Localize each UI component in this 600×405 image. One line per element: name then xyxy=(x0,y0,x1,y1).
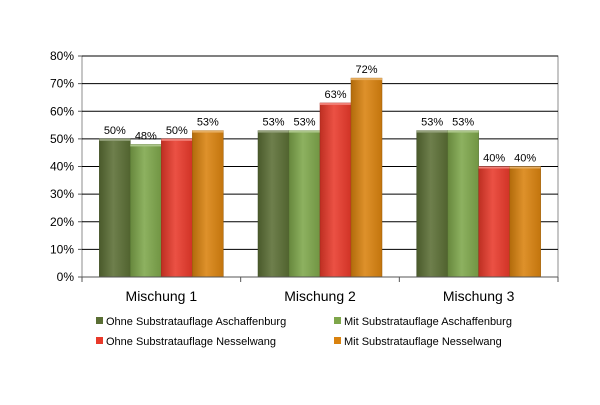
bar-highlight xyxy=(258,130,289,133)
bar xyxy=(319,102,352,278)
bar-highlight xyxy=(416,130,448,133)
legend-swatch xyxy=(334,317,341,324)
data-label: 50% xyxy=(166,125,188,137)
legend-swatch xyxy=(96,317,103,324)
bar-highlight xyxy=(161,138,193,141)
bar-highlight xyxy=(130,144,162,147)
y-tick-label: 40% xyxy=(50,160,74,174)
bar xyxy=(130,144,162,278)
y-tick-label: 10% xyxy=(50,242,74,256)
legend-label: Ohne Substratauflage Aschaffenburg xyxy=(106,316,286,328)
legend: Ohne Substratauflage Aschaffenburg Mit Su… xyxy=(96,316,512,348)
y-tick-label: 30% xyxy=(50,187,74,201)
x-tick-label: Mischung 2 xyxy=(284,288,356,304)
legend-item: Ohne Substratauflage Aschaffenburg xyxy=(96,316,286,328)
legend-item: Ohne Substratauflage Nesselwang xyxy=(96,336,276,348)
data-label: 40% xyxy=(514,153,536,165)
bar xyxy=(257,130,290,278)
data-label: 53% xyxy=(293,117,315,129)
bar-highlight xyxy=(99,138,131,141)
bar-layer xyxy=(99,77,541,278)
bar xyxy=(447,130,479,278)
bar-highlight xyxy=(289,130,320,133)
data-label: 63% xyxy=(324,89,346,101)
data-label: 53% xyxy=(262,117,284,129)
bar xyxy=(478,166,510,278)
bar-highlight xyxy=(351,78,382,81)
legend-item: Mit Substratauflage Nesselwang xyxy=(334,336,502,348)
bar-highlight xyxy=(478,166,510,169)
y-tick-label: 70% xyxy=(50,77,74,91)
bar xyxy=(416,130,448,278)
bar-highlight xyxy=(509,166,541,169)
data-label: 50% xyxy=(104,125,126,137)
legend-label: Mit Substratauflage Nesselwang xyxy=(344,336,502,348)
legend-swatch xyxy=(334,337,341,344)
legend-label: Ohne Substratauflage Nesselwang xyxy=(106,336,276,348)
data-label: 48% xyxy=(135,130,157,142)
label-layer: 50% 48% 50% 53% 53% 53% 63% 72% 53% 53% 40% 40% xyxy=(104,64,537,164)
legend-label: Mit Substratauflage Aschaffenburg xyxy=(344,316,512,328)
bar xyxy=(350,77,383,278)
y-tick-label: 0% xyxy=(57,270,75,284)
data-label: 40% xyxy=(483,153,505,165)
y-tick-label: 50% xyxy=(50,132,74,146)
bar-highlight xyxy=(320,102,351,105)
data-label: 72% xyxy=(355,64,377,76)
data-label: 53% xyxy=(421,117,443,129)
data-label: 53% xyxy=(452,117,474,129)
bar-highlight xyxy=(192,130,224,133)
bar-highlight xyxy=(447,130,479,133)
x-tick-label: Mischung 3 xyxy=(443,288,515,304)
y-tick-label: 60% xyxy=(50,104,74,118)
y-tick-label: 80% xyxy=(50,49,74,63)
bar xyxy=(288,130,321,278)
data-label: 53% xyxy=(197,117,219,129)
bar xyxy=(192,130,224,278)
axis-layer: 0% 10% 20% 30% 40% 50% 60% 70% 80% Mischung 1 Misc… xyxy=(50,49,559,304)
x-tick-label: Mischung 1 xyxy=(126,288,198,304)
legend-item: Mit Substratauflage Aschaffenburg xyxy=(334,316,512,328)
legend-swatch xyxy=(96,337,103,344)
bar xyxy=(509,166,541,278)
y-tick-label: 20% xyxy=(50,215,74,229)
bar xyxy=(99,138,131,278)
bar xyxy=(161,138,193,278)
